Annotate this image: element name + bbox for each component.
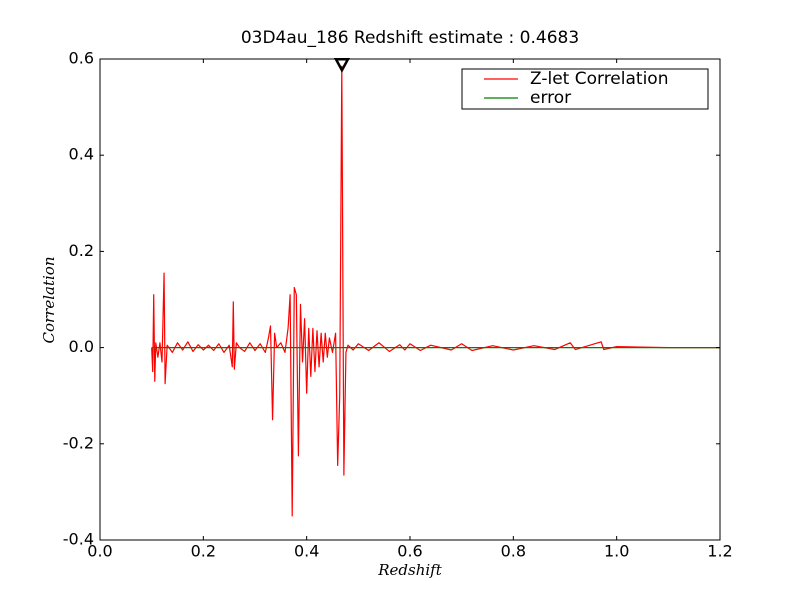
x-tick-label: 0.0	[87, 542, 112, 561]
y-tick-label: 0.0	[69, 337, 94, 356]
y-tick-label: 0.4	[69, 145, 94, 164]
y-tick-label: -0.2	[63, 433, 94, 452]
x-tick-label: 0.4	[294, 542, 319, 561]
data-line	[151, 65, 720, 517]
x-tick-label: 0.8	[501, 542, 526, 561]
chart-title: 03D4au_186 Redshift estimate : 0.4683	[241, 28, 579, 48]
x-tick-label: 0.2	[191, 542, 216, 561]
legend-box	[461, 68, 709, 110]
x-axis-label: Redshift	[377, 561, 442, 579]
legend-label: error	[530, 88, 571, 108]
x-tick-label: 1.2	[707, 542, 732, 561]
y-axis-label: Correlation	[40, 257, 58, 344]
x-tick-label: 0.6	[397, 542, 422, 561]
y-tick-label: 0.6	[69, 49, 94, 68]
y-tick-label: 0.2	[69, 241, 94, 260]
y-tick-label: -0.4	[63, 530, 94, 549]
legend-label: Z-let Correlation	[530, 69, 668, 89]
x-tick-label: 1.0	[604, 542, 629, 561]
